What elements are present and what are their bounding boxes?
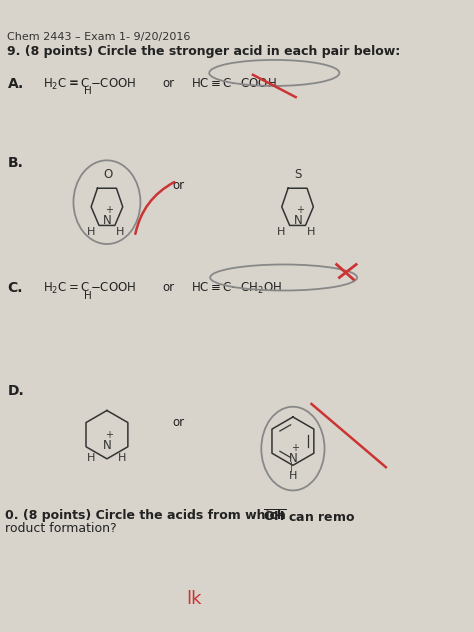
Text: H: H — [307, 228, 315, 237]
Text: N: N — [289, 453, 298, 465]
Text: H: H — [277, 228, 285, 237]
Text: 9. (8 points) Circle the stronger acid in each pair below:: 9. (8 points) Circle the stronger acid i… — [8, 45, 401, 58]
Text: Chem 2443 – Exam 1- 9/20/2016: Chem 2443 – Exam 1- 9/20/2016 — [8, 32, 191, 42]
Text: H: H — [116, 228, 125, 237]
Text: H$_2$C$=$C: H$_2$C$=$C — [43, 281, 90, 296]
Text: 0. (8 points) Circle the acids from which: 0. (8 points) Circle the acids from whic… — [5, 509, 285, 522]
Text: +: + — [105, 205, 113, 215]
Text: C.: C. — [8, 281, 23, 295]
Text: |: | — [290, 461, 293, 472]
Text: N: N — [103, 439, 112, 453]
Text: $-$COOH: $-$COOH — [90, 281, 137, 295]
Text: H: H — [86, 228, 95, 237]
Text: or: or — [172, 179, 184, 192]
Text: or: or — [163, 281, 175, 295]
Text: +: + — [291, 443, 299, 453]
Text: +: + — [296, 205, 304, 215]
Text: B.: B. — [8, 155, 23, 170]
Text: lk: lk — [186, 590, 201, 608]
Text: H: H — [84, 86, 91, 96]
Text: H: H — [86, 453, 95, 463]
Text: S: S — [294, 167, 301, 181]
Text: roduct formation?: roduct formation? — [5, 522, 116, 535]
Text: H: H — [84, 291, 91, 301]
Text: N: N — [294, 214, 302, 228]
Text: N: N — [103, 214, 112, 228]
Text: or: or — [163, 76, 175, 90]
Text: $\mathregular{\overline{OH}}$ can remo: $\mathregular{\overline{OH}}$ can remo — [263, 509, 356, 525]
Text: HC$\equiv$C$-$CH$_2$OH: HC$\equiv$C$-$CH$_2$OH — [191, 281, 282, 296]
Text: H: H — [289, 471, 298, 481]
Text: $-$COOH: $-$COOH — [90, 76, 137, 90]
Text: or: or — [172, 416, 184, 429]
Text: HC$\equiv$C$-$COOH: HC$\equiv$C$-$COOH — [191, 76, 276, 90]
Text: +: + — [105, 430, 113, 440]
Text: O: O — [103, 167, 112, 181]
Text: H: H — [118, 453, 127, 463]
Text: A.: A. — [8, 76, 24, 90]
Text: H$_2$C$\mathbf{=}$C: H$_2$C$\mathbf{=}$C — [43, 76, 90, 92]
Text: D.: D. — [8, 384, 24, 398]
